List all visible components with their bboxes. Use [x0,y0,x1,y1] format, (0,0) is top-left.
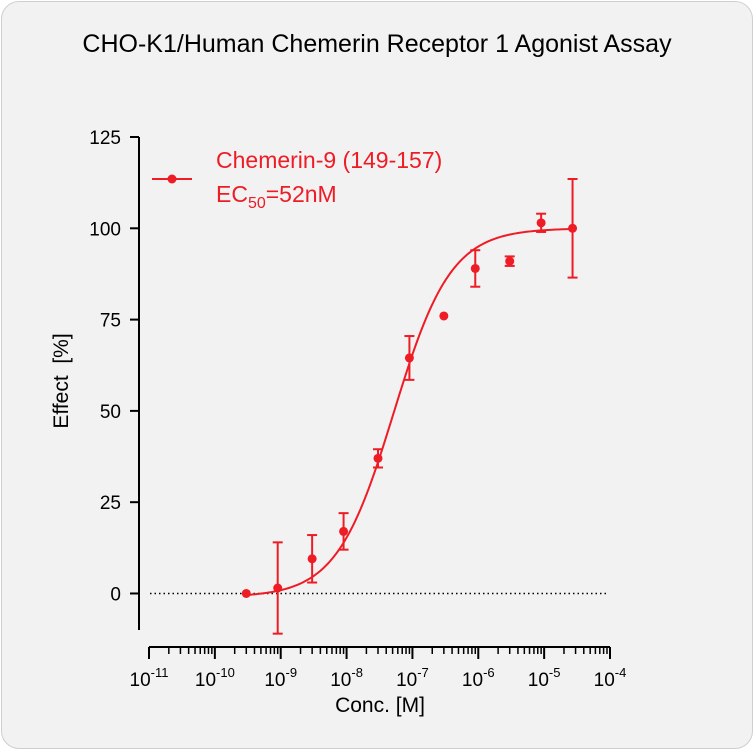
x-tick-label: 10-9 [264,665,297,691]
x-tick-label: 10-11 [130,665,169,691]
data-point [470,263,480,273]
data-point [273,583,283,593]
data-point [536,218,546,228]
data-point [373,453,383,463]
y-tick-label: 100 [89,219,121,240]
data-point [307,554,317,564]
x-axis: 10-11 10-10 10-9 10-8 10-7 10-6 10-5 10-4 [130,646,627,691]
legend-marker [167,174,177,184]
plot-area [150,177,607,635]
fit-curve [246,228,573,597]
y-axis: 0 25 50 75 100 125 [89,128,140,630]
x-axis-title: Conc. [M] [335,694,425,717]
y-tick-label: 0 [110,584,121,605]
x-tick-label: 10-6 [462,665,495,691]
y-tick-label: 125 [89,128,121,149]
x-tick-label: 10-10 [195,665,235,691]
data-point [241,588,251,598]
x-tick-label: 10-4 [594,665,627,691]
legend: Chemerin-9 (149-157) EC50=52nM [152,147,442,212]
y-tick-label: 50 [100,402,121,423]
x-tick-label: 10-5 [528,665,561,691]
data-point [568,223,578,233]
x-tick-label: 10-8 [330,665,363,691]
y-tick-label: 25 [100,493,121,514]
x-tick-label: 10-7 [396,665,429,691]
y-tick-label: 75 [100,311,121,332]
y-axis-title: Effect [%] [50,333,73,428]
data-point [505,256,515,266]
legend-ec50-label: EC50=52nM [216,181,337,212]
data-point [439,311,449,321]
legend-series-label: Chemerin-9 (149-157) [216,147,442,173]
chart-title: CHO-K1/Human Chemerin Receptor 1 Agonist… [82,30,672,58]
data-point [404,353,414,363]
data-point [339,526,349,536]
